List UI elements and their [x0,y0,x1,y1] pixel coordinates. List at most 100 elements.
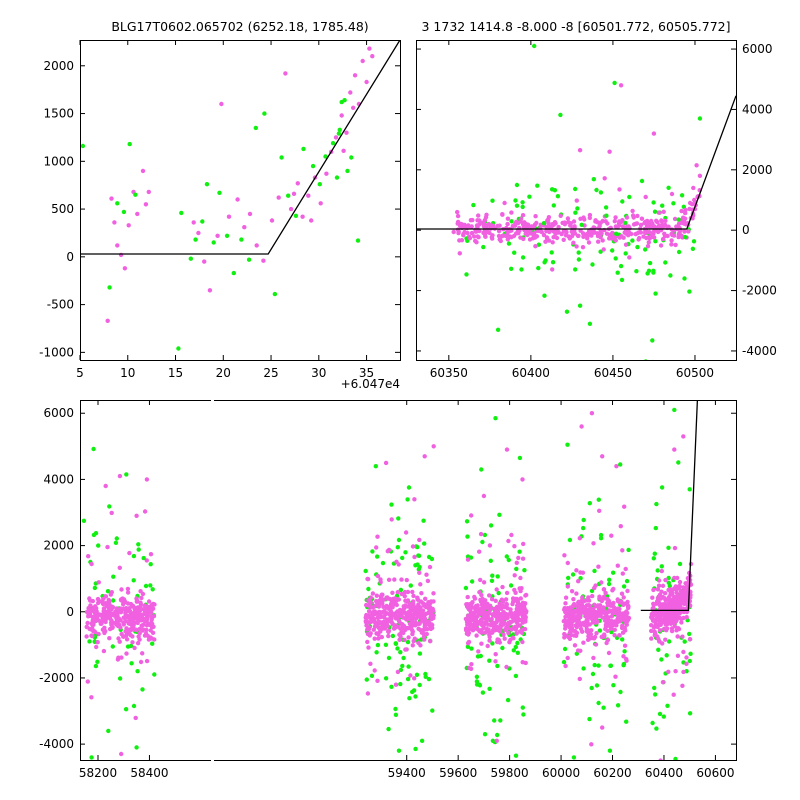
data-point-green [513,644,518,650]
data-point-green [390,633,396,639]
data-point-green [482,732,488,737]
data-point-pink [466,630,472,636]
data-point-green [592,662,597,668]
y-tick-label: 2000 [43,59,74,73]
data-point-pink [374,545,379,550]
data-point-green [406,485,412,490]
data-point-pink [654,616,659,622]
data-point-green [512,250,517,255]
data-point-pink [196,230,201,236]
data-point-pink [109,620,114,625]
data-point-green [535,183,540,188]
data-point-pink [562,606,567,611]
data-point-pink [235,197,240,202]
data-point-green [114,536,120,541]
y-tick-label: 4000 [742,102,773,116]
data-point-pink [680,606,686,611]
data-point-pink [652,629,657,634]
data-point-green [134,745,139,750]
data-point-pink [112,220,117,225]
data-point-pink [389,517,394,522]
data-point-pink [125,586,131,592]
data-point-pink [461,231,466,237]
data-point-pink [609,232,614,238]
data-point-pink [603,610,608,615]
data-point-pink [150,601,156,607]
data-point-green [682,276,687,281]
data-point-pink [578,570,583,575]
data-point-green [423,674,428,679]
data-point-pink [396,597,402,602]
data-point-pink [680,634,685,639]
x-tick-label: 10 [120,366,135,380]
data-point-pink [125,590,131,595]
data-point-pink [135,211,140,217]
data-point-green [651,200,656,205]
data-point-pink [476,649,481,654]
data-point-pink [590,615,595,621]
data-point-pink [563,614,568,619]
data-point-pink [650,606,655,611]
data-point-pink [411,638,416,644]
data-point-pink [512,573,517,578]
data-point-green [513,198,518,203]
data-point-green [395,646,400,651]
data-point-pink [400,615,406,620]
data-point-pink [563,626,568,631]
data-point-pink [475,218,480,223]
data-point-green [650,720,655,726]
data-point-pink [149,636,154,641]
data-point-pink [577,676,582,682]
data-point-pink [367,46,372,51]
data-point-pink [606,650,612,656]
data-point-pink [425,627,430,632]
data-point-pink [626,604,631,609]
data-point-pink [393,682,399,687]
x-tick-label: 59600 [439,766,477,780]
data-point-pink [427,600,432,606]
data-point-pink [486,221,491,227]
data-point-green [672,407,677,413]
data-point-green [652,685,657,691]
data-point-pink [372,668,377,673]
y-tick-label: -2000 [742,284,777,298]
x-tick-label: 59800 [491,766,529,780]
data-point-pink [618,219,624,225]
data-point-pink [138,602,144,607]
data-point-pink [101,648,107,654]
data-point-pink [418,582,423,587]
data-point-pink [487,593,492,598]
data-point-green [620,637,625,642]
data-point-green [465,534,470,539]
data-point-pink [119,631,124,637]
data-point-green [403,550,408,555]
data-point-green [91,532,97,538]
data-point-pink [523,617,528,623]
data-point-pink [684,661,689,666]
data-point-green [511,632,516,637]
data-point-green [581,525,586,531]
data-point-green [644,359,648,360]
data-point-pink [370,591,376,596]
data-point-pink [611,586,616,592]
data-point-pink [624,215,630,220]
data-point-green [614,231,619,236]
bottom-plot: 58200 58400 59400 59600 59800 60000 60200 60400… [39,400,736,780]
data-point-pink [601,594,607,599]
data-point-green [115,201,120,206]
data-point-pink [681,669,686,675]
data-point-pink [560,220,565,226]
data-point-pink [133,715,138,721]
data-point-pink [660,236,666,242]
data-point-pink [656,636,661,641]
data-point-pink [84,624,89,630]
data-point-pink [684,615,689,620]
data-point-green [578,576,583,581]
x-tick-label: 35 [359,366,374,380]
data-point-pink [276,195,281,200]
data-point-green [573,267,578,272]
data-point-pink [139,595,144,601]
bottom-frame [80,400,737,761]
data-point-pink [550,240,555,245]
data-point-pink [642,220,647,226]
